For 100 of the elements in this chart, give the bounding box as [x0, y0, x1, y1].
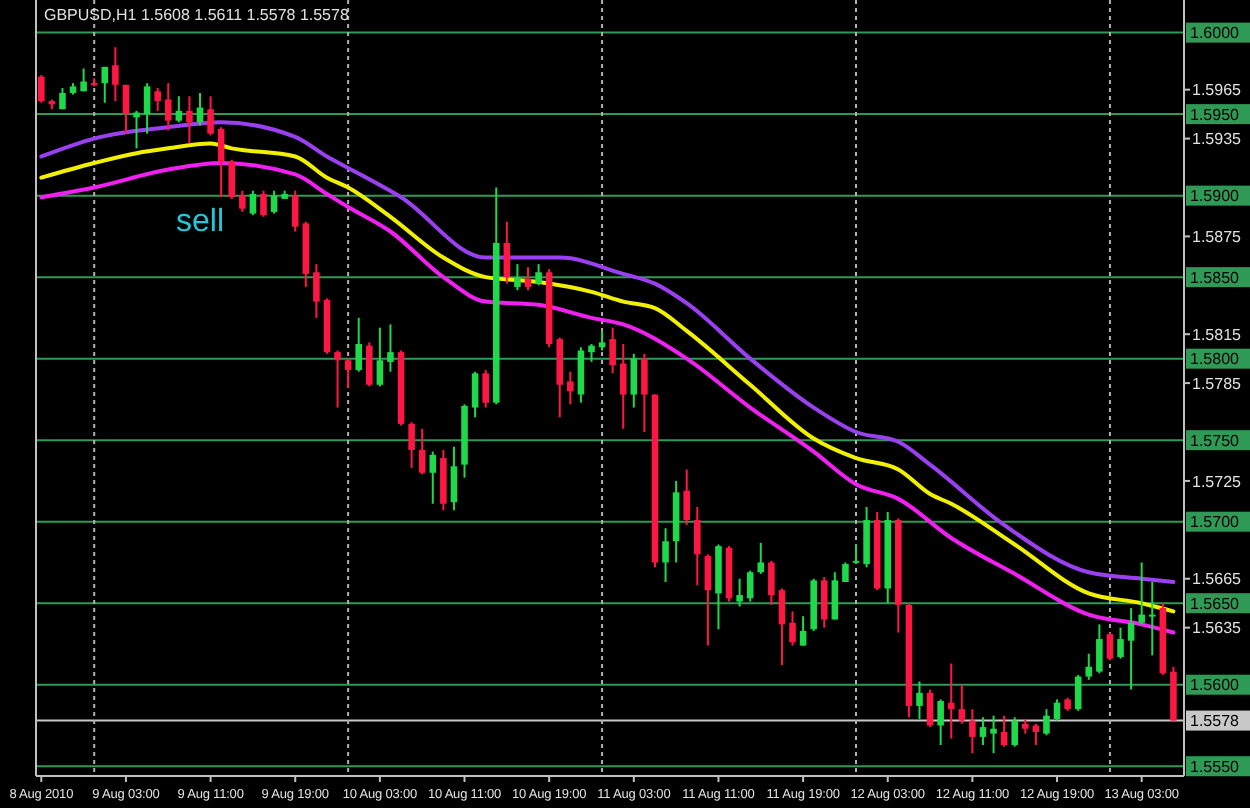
candlestick	[1053, 698, 1061, 722]
candlestick	[429, 450, 437, 505]
candlestick	[1032, 722, 1040, 747]
candlestick	[662, 527, 669, 583]
candlestick	[450, 445, 458, 512]
candlestick	[1096, 623, 1103, 675]
ref-line-label: 1.5578	[1190, 712, 1241, 731]
candlestick	[186, 95, 193, 145]
y-tick-label: 1.5875	[1192, 227, 1243, 246]
candlestick	[239, 189, 246, 213]
candlestick	[535, 263, 542, 287]
candlestick	[683, 468, 690, 526]
candlestick	[969, 708, 976, 755]
candlestick	[831, 571, 839, 621]
candlestick	[937, 698, 944, 747]
ref-line-label: 1.5900	[1190, 187, 1241, 206]
candlestick	[503, 220, 511, 285]
ref-line-label: 1.5800	[1190, 350, 1241, 369]
candlestick	[926, 688, 934, 729]
candlestick	[207, 95, 214, 137]
candlestick	[979, 716, 987, 747]
candlestick	[482, 369, 489, 409]
candlestick	[376, 326, 384, 388]
candlestick	[1011, 716, 1018, 748]
candlestick	[122, 83, 130, 135]
candlestick	[799, 615, 807, 647]
candlestick	[947, 662, 955, 740]
candlestick	[746, 569, 754, 603]
ref-line-label: 1.5600	[1190, 676, 1241, 695]
candlestick	[863, 506, 870, 569]
ref-line-label: 1.5950	[1190, 105, 1241, 124]
candlestick	[609, 326, 616, 375]
candlestick	[440, 448, 447, 512]
chart-title: GBPUSD,H1 1.5608 1.5611 1.5578 1.5578	[44, 6, 350, 24]
candlestick	[1117, 626, 1124, 660]
candlestick	[556, 336, 564, 419]
candlestick	[1127, 607, 1135, 691]
candlestick	[1148, 581, 1156, 657]
candlestick	[852, 543, 860, 566]
candlestick	[291, 189, 299, 233]
candlestick	[217, 126, 225, 199]
ref-line-label: 1.6000	[1190, 24, 1241, 43]
candlestick	[260, 189, 267, 218]
candlestick	[1106, 631, 1114, 662]
candlestick	[344, 357, 352, 389]
candlestick	[175, 95, 183, 124]
candlestick	[408, 421, 415, 469]
ref-line-label: 1.5650	[1190, 594, 1241, 613]
candlestick	[768, 559, 775, 606]
candlestick	[133, 109, 140, 150]
candlestick	[524, 266, 532, 292]
candlestick	[916, 680, 923, 720]
candlestick	[958, 683, 966, 725]
candlestick	[567, 370, 574, 406]
y-tick-label: 1.5785	[1192, 374, 1243, 393]
candlestick	[418, 427, 426, 476]
ref-line-label: 1.5550	[1190, 757, 1241, 776]
candlestick	[366, 341, 373, 388]
candlestick	[1085, 652, 1093, 681]
candlestick	[387, 323, 394, 373]
candlestick	[334, 349, 341, 409]
annotation: sell	[175, 205, 225, 240]
candlestick	[619, 342, 627, 430]
candlestick	[778, 587, 786, 667]
candlestick	[1138, 561, 1145, 626]
candlestick	[164, 82, 172, 132]
y-tick-label: 1.5725	[1192, 472, 1243, 491]
candlestick	[1074, 673, 1082, 712]
candlestick	[641, 352, 648, 434]
candlestick	[577, 346, 585, 404]
candlestick	[514, 263, 521, 292]
candlestick	[1043, 708, 1050, 737]
ref-line-label: 1.5850	[1190, 268, 1241, 287]
y-tick-label: 1.5815	[1192, 325, 1243, 344]
ref-line-label: 1.5700	[1190, 513, 1241, 532]
candlestick	[38, 73, 45, 104]
y-tick-label: 1.5635	[1192, 619, 1243, 638]
candlestick	[1000, 714, 1008, 748]
candlestick	[313, 263, 320, 319]
y-tick-label: 1.5935	[1192, 130, 1243, 149]
candlestick	[270, 189, 278, 215]
candlestick	[355, 316, 362, 373]
candlestick	[820, 576, 828, 629]
ref-line-label: 1.5750	[1190, 431, 1241, 450]
candlestick	[598, 329, 606, 352]
candlestick	[736, 577, 743, 608]
candlestick	[757, 541, 765, 575]
candlestick	[694, 506, 701, 587]
candlestick	[715, 543, 722, 631]
candlestick	[112, 46, 119, 103]
candlestick	[228, 158, 236, 200]
candlestick	[249, 189, 257, 217]
y-tick-label: 1.5665	[1192, 570, 1243, 589]
candlestick	[143, 82, 151, 135]
y-tick-label: 1.5965	[1192, 81, 1243, 100]
candlestick	[990, 714, 997, 755]
candlestick	[704, 553, 712, 647]
candlestick	[154, 87, 161, 112]
candlestick	[630, 352, 638, 409]
candlestick	[789, 610, 796, 647]
